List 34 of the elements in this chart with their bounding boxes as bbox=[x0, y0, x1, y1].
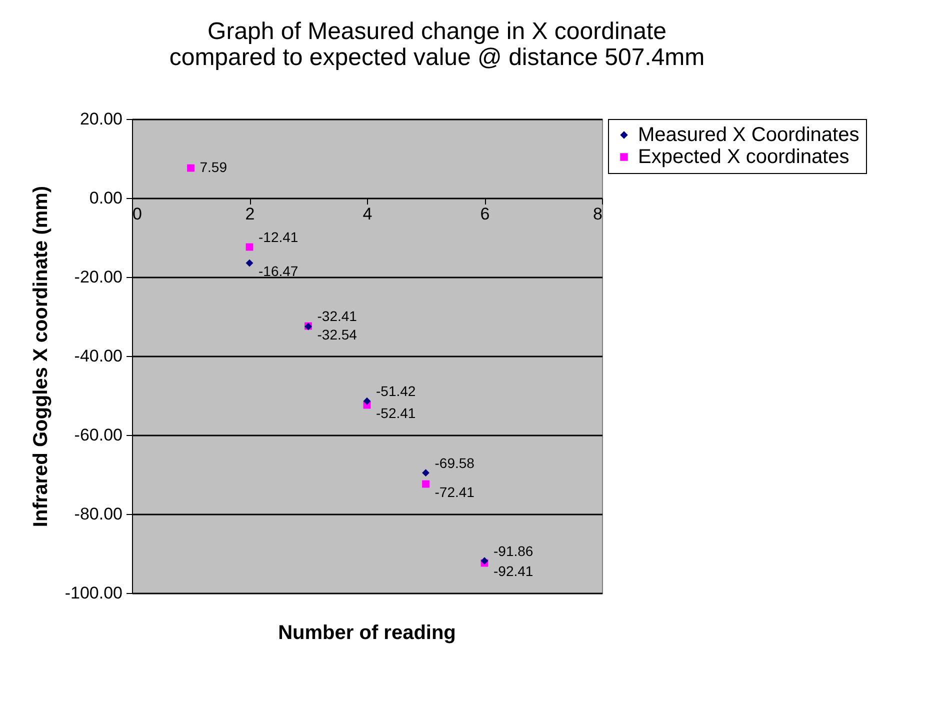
x-tick-label: 8 bbox=[593, 204, 602, 224]
text: compared to expected value @ distance 507.4mm bbox=[169, 44, 705, 71]
y-axis-title: Infrared Goggles X coordinate (mm) bbox=[30, 186, 52, 528]
data-label: -91.86 bbox=[494, 542, 534, 559]
data-label: -16.47 bbox=[258, 263, 298, 280]
x-tick-label: 2 bbox=[245, 204, 255, 224]
y-tick-label: -40.00 bbox=[74, 346, 122, 366]
data-label: -52.41 bbox=[376, 405, 416, 422]
y-tick-label: -100.00 bbox=[64, 584, 122, 602]
x-tick-label: 6 bbox=[480, 204, 490, 224]
data-label: 7.59 bbox=[200, 159, 228, 176]
x-tick-label: 4 bbox=[362, 204, 372, 224]
legend-label: Measured X Coordinates bbox=[638, 124, 860, 146]
y-tick-label: 20.00 bbox=[80, 110, 122, 128]
x-tick-label: 0 bbox=[132, 204, 142, 224]
point bbox=[363, 397, 371, 405]
y-tick-label: 0.00 bbox=[89, 188, 122, 208]
point bbox=[246, 259, 254, 267]
y-tick-label: -20.00 bbox=[74, 268, 122, 286]
x-axis-title: Number of reading bbox=[278, 622, 456, 644]
data-label: -12.41 bbox=[258, 229, 298, 246]
point bbox=[422, 469, 430, 477]
y-tick-label: -60.00 bbox=[74, 426, 122, 444]
y-tick-label: -80.00 bbox=[74, 504, 122, 524]
point bbox=[422, 480, 430, 488]
data-label: -32.41 bbox=[317, 308, 358, 324]
data-label: -72.41 bbox=[434, 484, 475, 500]
legend-label: Expected X coordinates bbox=[638, 146, 850, 168]
data-label: -51.42 bbox=[376, 383, 416, 400]
data-label: -69.58 bbox=[434, 454, 475, 471]
text: Graph of Measured change in X coordinate bbox=[208, 18, 666, 45]
data-label: -92.41 bbox=[494, 563, 534, 580]
data-label: -32.54 bbox=[317, 326, 358, 343]
point bbox=[187, 164, 194, 172]
